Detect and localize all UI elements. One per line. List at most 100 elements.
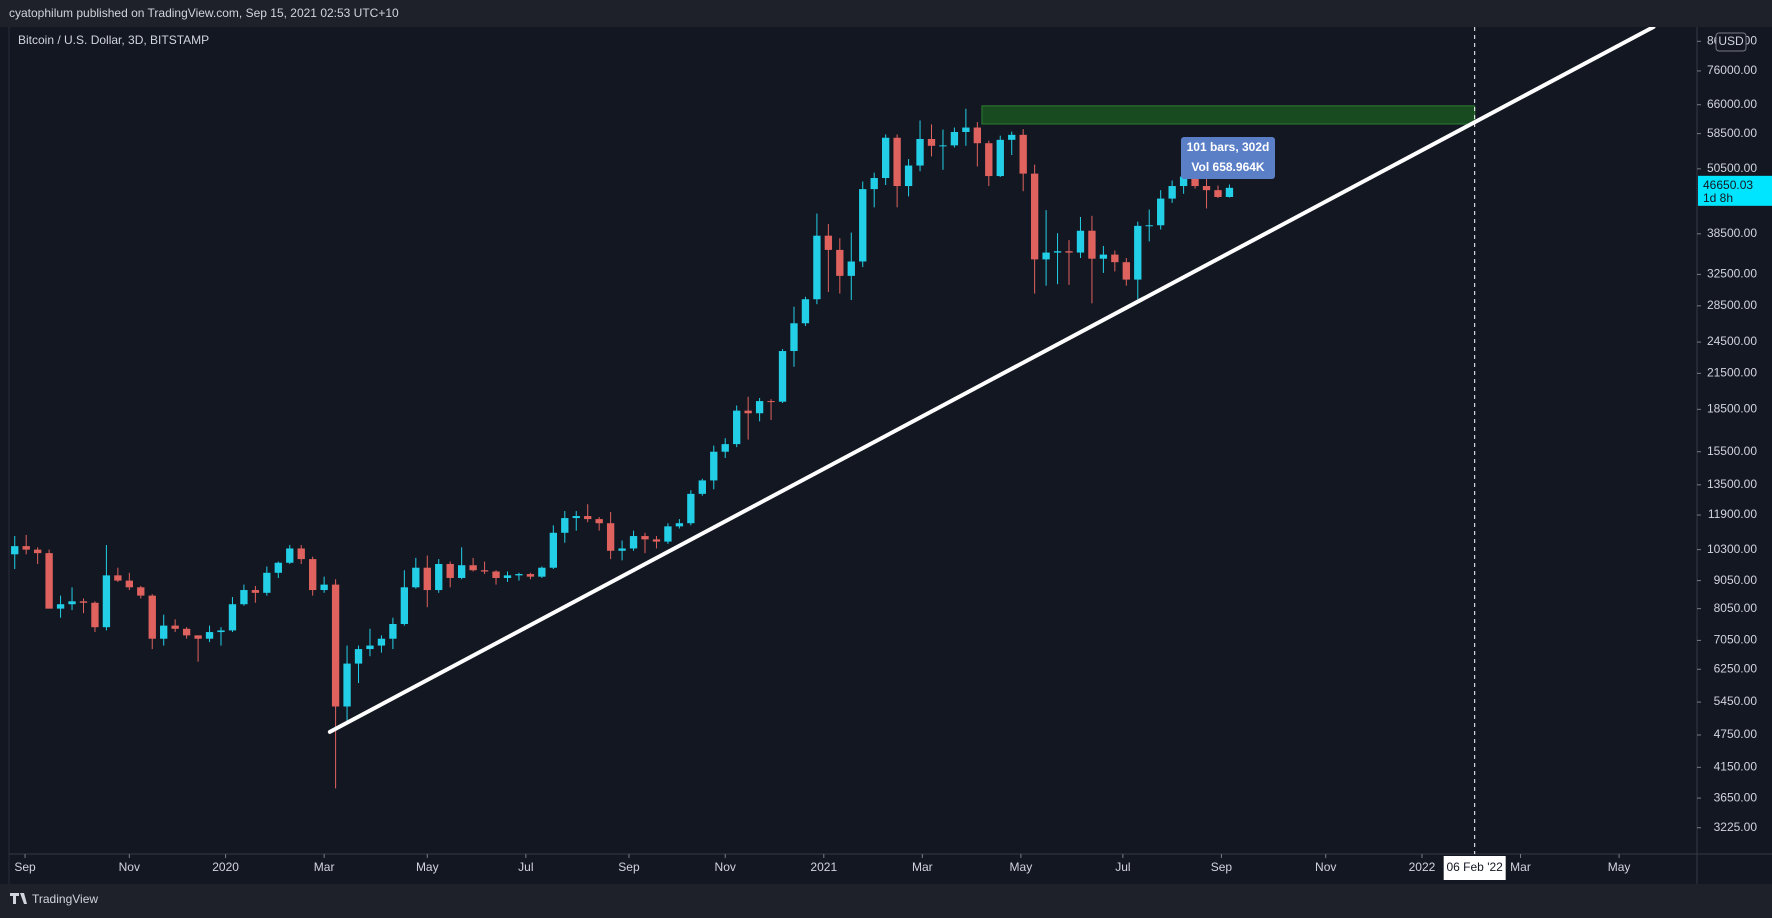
y-tick-label: 10300.00 — [1707, 542, 1757, 556]
candle-body — [354, 649, 363, 664]
candle-body — [366, 645, 374, 650]
footer-bar — [0, 884, 1772, 918]
candle-body — [641, 536, 649, 540]
candle-body — [664, 526, 672, 542]
candle-body — [56, 604, 65, 609]
x-tick-label: May — [1608, 860, 1631, 874]
candle-body — [263, 572, 271, 593]
x-tick-label: May — [1010, 860, 1033, 874]
candle-body — [916, 138, 924, 166]
marker-label-box — [1443, 856, 1506, 880]
publisher: cyatophilum published on TradingView.com… — [9, 6, 399, 20]
candle-body — [549, 532, 557, 568]
y-tick-label: 11900.00 — [1708, 507, 1757, 521]
candle-body — [698, 480, 706, 494]
y-tick-label: 8050.00 — [1714, 601, 1758, 615]
candle-body — [973, 127, 982, 144]
y-tick-label: 5450.00 — [1714, 694, 1758, 708]
y-tick-label: 3225.00 — [1714, 820, 1758, 834]
candle-body — [927, 138, 936, 146]
x-tick-label: Nov — [1315, 860, 1336, 874]
x-tick-label: Jul — [518, 860, 533, 874]
candle-body — [1122, 262, 1130, 280]
x-tick-label: Jul — [1115, 860, 1130, 874]
candle-body — [847, 261, 855, 276]
x-tick-label: Nov — [715, 860, 736, 874]
candle-body — [870, 178, 878, 190]
candle-body — [1099, 254, 1108, 259]
y-tick-label: 50500.00 — [1707, 161, 1757, 175]
candle-body — [950, 131, 959, 146]
candle-body — [721, 444, 729, 452]
candle-body — [274, 562, 282, 573]
candle-body — [148, 595, 156, 639]
candle-body — [446, 563, 454, 578]
candle-body — [228, 604, 237, 631]
y-tick-label: 32500.00 — [1707, 267, 1757, 281]
y-tick-label: 76000.00 — [1707, 63, 1757, 77]
candle-body — [515, 574, 523, 576]
candle-body — [710, 451, 718, 481]
candle-body — [309, 559, 317, 591]
candle-body — [91, 602, 99, 628]
x-tick-label: May — [416, 860, 439, 874]
y-tick-label: 4750.00 — [1714, 727, 1758, 741]
candle-body — [1179, 176, 1188, 187]
candle-body — [377, 638, 386, 646]
candle-body — [652, 539, 661, 542]
candle-body — [33, 549, 42, 554]
candle-body — [240, 590, 248, 605]
candle-body — [687, 493, 695, 524]
candle-body — [939, 145, 947, 147]
candle-body — [1111, 254, 1119, 263]
candle-body — [457, 565, 466, 578]
candle-body — [1168, 186, 1176, 199]
measure-box — [1181, 137, 1275, 179]
candle-body — [744, 410, 752, 414]
zone — [981, 105, 1476, 125]
candle-body — [1042, 252, 1050, 260]
candle-body — [1076, 230, 1085, 253]
y-tick-label: 58500.00 — [1707, 126, 1757, 140]
candle-body — [137, 587, 145, 596]
candle-body — [1191, 176, 1199, 187]
candle-body — [343, 663, 351, 707]
candle-body — [1053, 251, 1062, 253]
x-tick-label: Nov — [119, 860, 140, 874]
symbol-title: Bitcoin / U.S. Dollar, 3D, BITSTAMP — [18, 33, 209, 47]
y-tick-label: 3650.00 — [1714, 790, 1758, 804]
candle-body — [205, 632, 214, 639]
x-tick-label: Sep — [1211, 860, 1233, 874]
y-tick-label: 66000.00 — [1707, 97, 1757, 111]
candle-body — [733, 410, 741, 445]
candle-body — [904, 165, 913, 187]
currency: USD — [1718, 34, 1744, 48]
candle-body — [11, 546, 19, 555]
candle-body — [606, 523, 615, 551]
candle-body — [813, 235, 821, 300]
candle-body — [778, 351, 787, 402]
candle-body — [881, 137, 890, 179]
candle-body — [1202, 186, 1211, 191]
candle-body — [790, 323, 798, 352]
candle-body — [423, 567, 431, 591]
candle-body — [824, 235, 833, 250]
y-tick-label: 9050.00 — [1714, 573, 1758, 587]
candle-body — [79, 601, 88, 603]
candle-body — [400, 587, 409, 625]
y-tick-label: 15500.00 — [1707, 444, 1757, 458]
candle-body — [1030, 173, 1039, 260]
candle-body — [469, 565, 477, 571]
candle-body — [595, 519, 603, 524]
y-tick-label: 4150.00 — [1714, 760, 1758, 774]
candle-body — [1225, 187, 1234, 197]
x-tick-label: Sep — [14, 860, 36, 874]
candle-body — [194, 635, 202, 639]
footer-brand: TradingView — [32, 892, 98, 906]
y-tick-label: 6250.00 — [1714, 661, 1758, 675]
x-tick-label: Mar — [314, 860, 335, 874]
candle-body — [618, 548, 626, 551]
measure-bars: 101 bars, 302d — [1187, 140, 1270, 154]
